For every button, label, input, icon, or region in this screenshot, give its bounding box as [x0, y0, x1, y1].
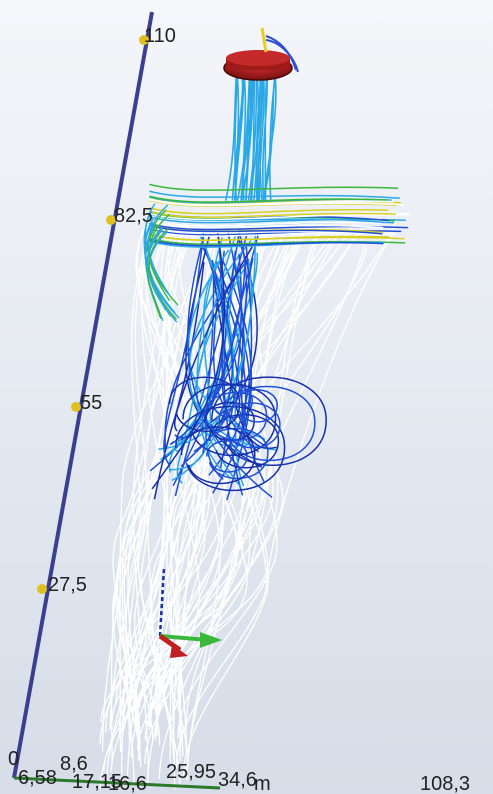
blue-streamline — [221, 402, 281, 449]
blue-streamline — [204, 401, 255, 441]
spread-streamline — [149, 229, 395, 237]
axis-tick-110: 110 — [139, 25, 176, 47]
white-streamline — [130, 243, 220, 758]
bottom-axis-label: 16,6 — [108, 773, 147, 794]
blue-streamline — [208, 413, 280, 469]
blue-streamline — [168, 376, 241, 432]
spread-streamline — [149, 213, 410, 221]
white-streamline — [149, 234, 339, 786]
spread-streamline — [149, 198, 395, 206]
jet-streamlines — [225, 75, 277, 201]
fan-icon — [223, 27, 299, 81]
white-streamline — [110, 231, 358, 766]
axis-tick-label: 110 — [144, 25, 176, 47]
axis-tick-27-5: 27,5 — [37, 574, 87, 596]
spread-streamline — [149, 220, 384, 229]
white-streamline — [138, 249, 288, 708]
axis-tick-0: 0 — [8, 748, 19, 770]
spread-streamline — [149, 224, 383, 235]
axis-tick-55: 55 — [71, 392, 102, 414]
bottom-axis-label: 108,3 — [420, 773, 470, 794]
blue-streamline — [208, 245, 253, 476]
white-streamline — [116, 228, 337, 751]
bottom-axis: 6,58 8,6 17,15 16,6 25,95 34,6 m 108,3 — [13, 753, 470, 794]
bottom-axis-label: 8,6 — [60, 753, 88, 775]
blue-streamline — [170, 233, 248, 445]
blue-streamline — [196, 237, 230, 477]
spread-streamline — [149, 210, 397, 218]
orientation-gizmo-icon — [158, 567, 222, 658]
bottom-axis-label: 25,95 — [166, 761, 216, 783]
blue-streamline — [209, 384, 253, 419]
blue-streamline — [173, 262, 205, 432]
jet-streamline — [225, 75, 238, 201]
white-streamline — [132, 220, 187, 776]
blue-streamline — [175, 406, 286, 492]
white-streamline — [170, 219, 398, 790]
jet-streamline — [242, 75, 247, 201]
axis-tick-label: 27,5 — [48, 574, 87, 596]
blue-streamline — [180, 426, 256, 485]
spread-streamline — [149, 183, 399, 191]
white-streamline — [182, 242, 269, 779]
bottom-axis-label: 6,58 — [18, 767, 57, 789]
blue-streamlines — [149, 229, 327, 501]
white-streamline — [125, 224, 160, 747]
blue-streamline — [163, 230, 205, 466]
white-streamline — [162, 228, 397, 702]
white-streamline — [99, 222, 244, 789]
white-streamline — [134, 228, 323, 724]
jet-streamline — [241, 75, 254, 201]
spread-streamline — [149, 219, 382, 227]
spread-streamline — [149, 216, 406, 224]
blue-streamline — [217, 231, 259, 453]
spread-streamline — [149, 233, 405, 241]
white-streamline — [103, 241, 367, 772]
axis-tick-label: 82,5 — [114, 205, 153, 227]
white-streamline — [146, 223, 355, 709]
blue-streamline — [204, 391, 268, 441]
bottom-axis-label: 17,15 — [72, 771, 122, 793]
blue-streamline — [153, 246, 253, 500]
spread-streamline — [144, 225, 171, 317]
blue-streamline — [223, 229, 244, 496]
axis-tick-82-5: 82,5 — [106, 205, 153, 227]
white-streamline — [101, 233, 210, 752]
jet-streamline — [234, 75, 244, 201]
white-streamlines — [99, 219, 398, 790]
white-streamline — [136, 223, 244, 779]
blue-streamline — [182, 383, 277, 457]
white-streamline — [152, 234, 196, 764]
blue-streamline — [151, 231, 225, 490]
jet-streamline — [257, 75, 264, 201]
spread-streamline — [149, 195, 387, 203]
spread-streamline — [148, 228, 177, 320]
axis-tick-label: 0 — [8, 748, 19, 770]
axis-tick-label: 55 — [80, 392, 102, 414]
white-streamline — [144, 231, 238, 730]
spread-streamline — [149, 239, 384, 247]
jet-streamline — [250, 75, 256, 201]
jet-streamline — [262, 75, 269, 201]
jet-streamline — [247, 75, 258, 201]
bottom-axis-label: m — [254, 773, 271, 794]
bottom-axis-label: 34,6 — [218, 769, 257, 791]
spread-streamline — [149, 207, 389, 215]
spread-streamlines — [143, 183, 410, 323]
blue-streamline — [169, 257, 222, 471]
white-streamline — [111, 231, 304, 721]
spread-streamline — [149, 190, 401, 199]
vertical-axis — [12, 11, 154, 779]
blue-streamline — [206, 440, 248, 473]
white-streamline — [109, 223, 163, 731]
white-streamline — [121, 224, 266, 748]
jet-streamline — [240, 75, 253, 201]
white-streamline — [156, 247, 368, 714]
jet-streamline — [262, 75, 276, 201]
jet-streamline — [255, 75, 263, 201]
